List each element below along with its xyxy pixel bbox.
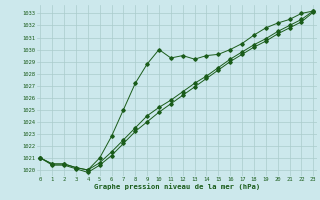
X-axis label: Graphe pression niveau de la mer (hPa): Graphe pression niveau de la mer (hPa) xyxy=(94,184,260,190)
